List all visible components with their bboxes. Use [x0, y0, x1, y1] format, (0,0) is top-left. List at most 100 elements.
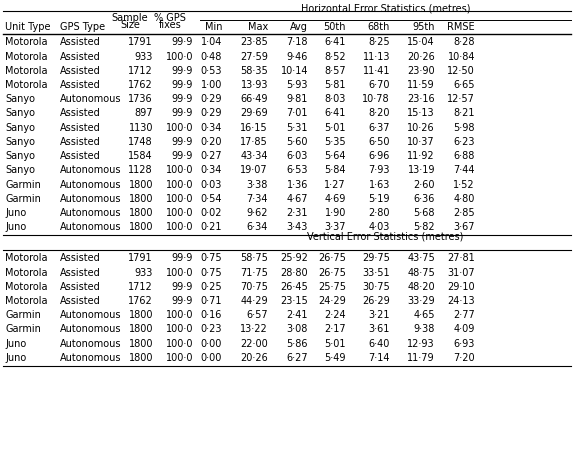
Text: 100·0: 100·0: [165, 222, 193, 232]
Text: 7·34: 7·34: [246, 194, 268, 204]
Text: % GPS: % GPS: [154, 13, 186, 23]
Text: 99·9: 99·9: [172, 80, 193, 90]
Text: 58·35: 58·35: [241, 66, 268, 76]
Text: 7·44: 7·44: [453, 165, 475, 175]
Text: 16·15: 16·15: [241, 123, 268, 133]
Text: 1800: 1800: [129, 179, 153, 190]
Text: 100·0: 100·0: [165, 339, 193, 349]
Text: Garmin: Garmin: [5, 179, 41, 190]
Text: 8·20: 8·20: [369, 108, 390, 119]
Text: 13·22: 13·22: [241, 324, 268, 334]
Text: 6·34: 6·34: [247, 222, 268, 232]
Text: 100·0: 100·0: [165, 123, 193, 133]
Text: 0·53: 0·53: [200, 66, 222, 76]
Text: 6·65: 6·65: [453, 80, 475, 90]
Text: 7·14: 7·14: [369, 353, 390, 363]
Text: Juno: Juno: [5, 222, 26, 232]
Text: RMSE: RMSE: [447, 23, 475, 33]
Text: 1130: 1130: [129, 123, 153, 133]
Text: 24·13: 24·13: [447, 296, 475, 306]
Text: 6·88: 6·88: [453, 151, 475, 161]
Text: Sanyo: Sanyo: [5, 123, 35, 133]
Text: Sanyo: Sanyo: [5, 108, 35, 119]
Text: Juno: Juno: [5, 208, 26, 218]
Text: Juno: Juno: [5, 353, 26, 363]
Text: 99·9: 99·9: [172, 151, 193, 161]
Text: 19·07: 19·07: [241, 165, 268, 175]
Text: Autonomous: Autonomous: [60, 208, 122, 218]
Text: 28·80: 28·80: [280, 268, 308, 278]
Text: 6·41: 6·41: [325, 108, 346, 119]
Text: 44·29: 44·29: [241, 296, 268, 306]
Text: 13·19: 13·19: [408, 165, 435, 175]
Text: 25·75: 25·75: [318, 282, 346, 292]
Text: 4·80: 4·80: [453, 194, 475, 204]
Text: 0·00: 0·00: [201, 353, 222, 363]
Text: 11·41: 11·41: [363, 66, 390, 76]
Text: 23·15: 23·15: [280, 296, 308, 306]
Text: 58·75: 58·75: [240, 254, 268, 263]
Text: Motorola: Motorola: [5, 282, 48, 292]
Text: 1·36: 1·36: [286, 179, 308, 190]
Text: 5·31: 5·31: [286, 123, 308, 133]
Text: 25·92: 25·92: [280, 254, 308, 263]
Text: 0·75: 0·75: [200, 254, 222, 263]
Text: 10·26: 10·26: [408, 123, 435, 133]
Text: 100·0: 100·0: [165, 52, 193, 61]
Text: 99·9: 99·9: [172, 37, 193, 47]
Text: 100·0: 100·0: [165, 310, 193, 320]
Text: 897: 897: [134, 108, 153, 119]
Text: 6·23: 6·23: [453, 137, 475, 147]
Text: 30·75: 30·75: [362, 282, 390, 292]
Text: 6·36: 6·36: [414, 194, 435, 204]
Text: 99·9: 99·9: [172, 66, 193, 76]
Text: Autonomous: Autonomous: [60, 324, 122, 334]
Text: 26·75: 26·75: [318, 254, 346, 263]
Text: 1762: 1762: [128, 296, 153, 306]
Text: 6·03: 6·03: [286, 151, 308, 161]
Text: 23·16: 23·16: [408, 94, 435, 105]
Text: 0·48: 0·48: [201, 52, 222, 61]
Text: Sanyo: Sanyo: [5, 137, 35, 147]
Text: 23·90: 23·90: [408, 66, 435, 76]
Text: 0·29: 0·29: [200, 108, 222, 119]
Text: 5·81: 5·81: [324, 80, 346, 90]
Text: 10·84: 10·84: [448, 52, 475, 61]
Text: 0·21: 0·21: [200, 222, 222, 232]
Text: 2·31: 2·31: [286, 208, 308, 218]
Text: 1748: 1748: [129, 137, 153, 147]
Text: Sanyo: Sanyo: [5, 151, 35, 161]
Text: 6·37: 6·37: [369, 123, 390, 133]
Text: 4·69: 4·69: [325, 194, 346, 204]
Text: Max: Max: [248, 23, 268, 33]
Text: 99·9: 99·9: [172, 108, 193, 119]
Text: Horizontal Error Statistics (metres): Horizontal Error Statistics (metres): [301, 4, 470, 14]
Text: 23·85: 23·85: [241, 37, 268, 47]
Text: 6·57: 6·57: [246, 310, 268, 320]
Text: 100·0: 100·0: [165, 268, 193, 278]
Text: 2·17: 2·17: [324, 324, 346, 334]
Text: 8·28: 8·28: [453, 37, 475, 47]
Text: Min: Min: [204, 23, 222, 33]
Text: 20·26: 20·26: [241, 353, 268, 363]
Text: 24·29: 24·29: [318, 296, 346, 306]
Text: Juno: Juno: [5, 339, 26, 349]
Text: 1791: 1791: [129, 254, 153, 263]
Text: 6·27: 6·27: [286, 353, 308, 363]
Text: 2·80: 2·80: [369, 208, 390, 218]
Text: 10·37: 10·37: [408, 137, 435, 147]
Text: 2·77: 2·77: [453, 310, 475, 320]
Text: Autonomous: Autonomous: [60, 222, 122, 232]
Text: 99·9: 99·9: [172, 296, 193, 306]
Text: 933: 933: [135, 52, 153, 61]
Text: 33·51: 33·51: [362, 268, 390, 278]
Text: 6·50: 6·50: [369, 137, 390, 147]
Text: 1800: 1800: [129, 339, 153, 349]
Text: 5·01: 5·01: [324, 339, 346, 349]
Text: Motorola: Motorola: [5, 254, 48, 263]
Text: 1800: 1800: [129, 353, 153, 363]
Text: Assisted: Assisted: [60, 137, 101, 147]
Text: 9·62: 9·62: [246, 208, 268, 218]
Text: 100·0: 100·0: [165, 194, 193, 204]
Text: 1·00: 1·00: [201, 80, 222, 90]
